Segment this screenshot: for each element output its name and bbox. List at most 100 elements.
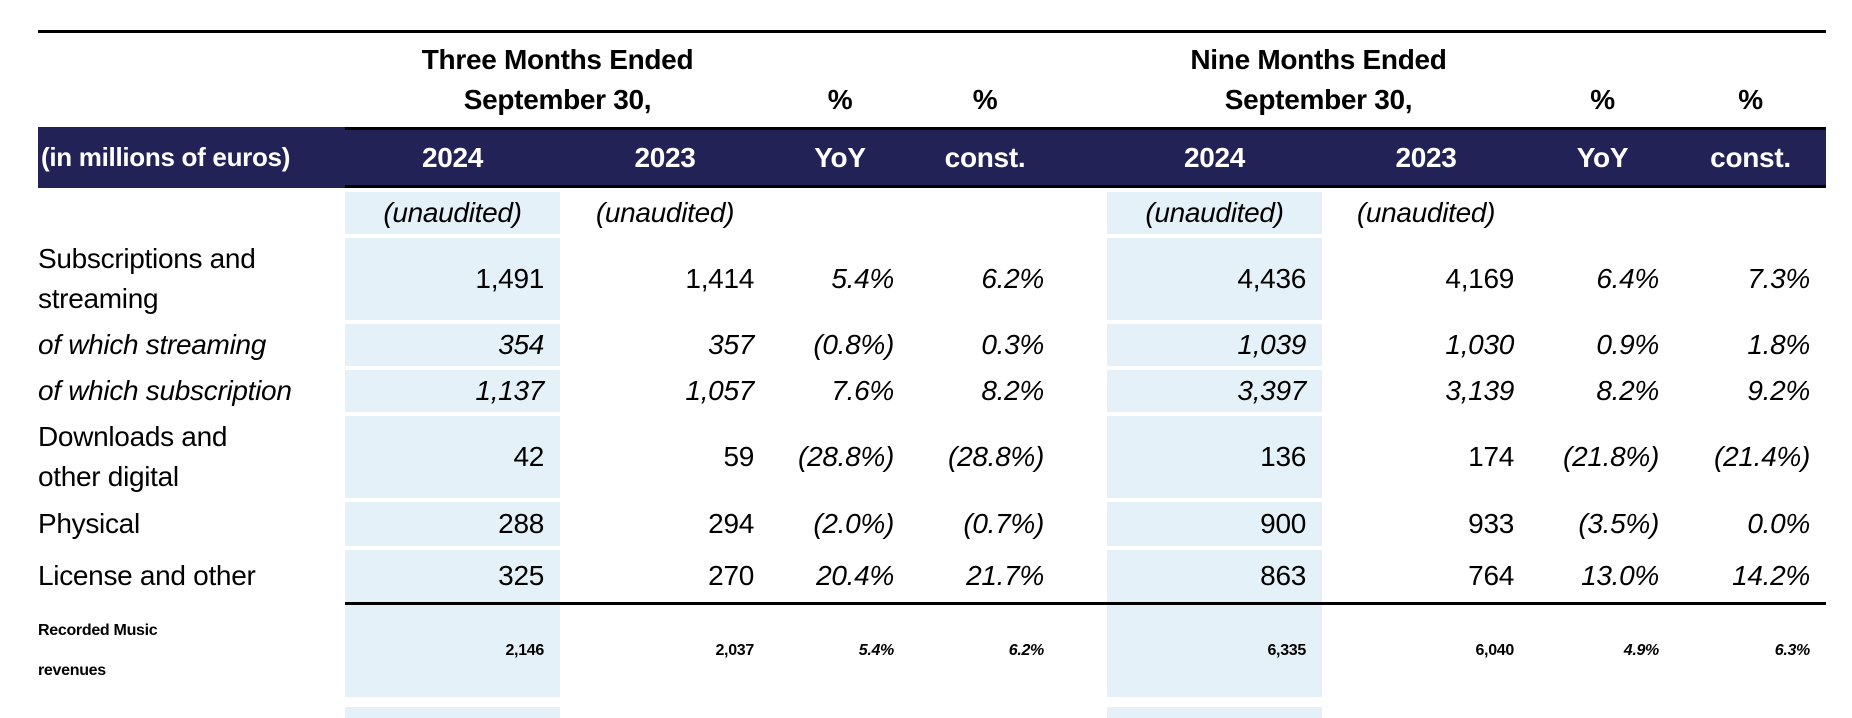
value-cell: 1.8% <box>1747 329 1810 360</box>
value-cell: 8.2% <box>981 375 1044 406</box>
value-cell: (28.8%) <box>798 441 894 472</box>
value-cell: 354 <box>345 324 560 366</box>
row-label <box>38 192 345 234</box>
value-cell: 6,335 <box>1107 605 1322 697</box>
empty-cell <box>1060 605 1107 697</box>
row-label: Physical <box>38 508 140 539</box>
value-cell: 764 <box>1468 560 1514 591</box>
column-header-2024-3m: 2024 <box>421 141 484 173</box>
row-label: Recorded Music revenues <box>38 605 345 697</box>
period-header-row: Three Months Ended September 30, % % Nin… <box>38 33 1826 127</box>
value-cell: 933 <box>1468 508 1514 539</box>
value-cell: 136 <box>1107 416 1322 498</box>
value-cell: 6.4% <box>1596 263 1659 294</box>
empty-cell <box>1060 192 1107 234</box>
value-cell: 4.9% <box>1623 642 1660 659</box>
empty-cell <box>910 707 1060 718</box>
empty-cell <box>560 707 770 718</box>
value-cell: 4,169 <box>1445 263 1514 294</box>
column-headers: 2024 2023 YoY const. 2024 2023 YoY const… <box>345 127 1826 188</box>
value-cell: 0.0% <box>1747 508 1810 539</box>
unaudited-row: (unaudited) (unaudited) (unaudited) (una… <box>38 192 1826 234</box>
row-label: License and other <box>38 560 256 591</box>
table-row-of-which-subscription: of which subscription 1,137 1,057 7.6% 8… <box>38 370 1826 412</box>
unaudited-2023-3m: (unaudited) <box>595 197 735 228</box>
three-months-line1: Three Months Ended <box>421 44 694 75</box>
column-header-2024-9m: 2024 <box>1183 141 1246 173</box>
empty-cell <box>1675 707 1826 718</box>
column-header-const-3m: const. <box>944 141 1026 173</box>
empty-cell <box>1060 502 1107 546</box>
value-cell: 174 <box>1468 441 1514 472</box>
value-cell: (21.4%) <box>1714 441 1810 472</box>
subtotal-rule <box>345 602 1826 605</box>
value-cell: (0.8%) <box>813 329 894 360</box>
value-cell: 20.4% <box>816 560 894 591</box>
nine-months-header: Nine Months Ended September 30, <box>1107 33 1530 127</box>
value-cell: 270 <box>708 560 754 591</box>
table-row-physical: Physical 288 294 (2.0%) (0.7%) 900 933 (… <box>38 502 1826 546</box>
value-cell: 2,037 <box>715 642 754 659</box>
value-cell: (28.8%) <box>948 441 1044 472</box>
bottom-highlight-strip <box>38 707 1826 718</box>
empty-cell <box>910 192 1060 234</box>
empty-cell <box>770 707 910 718</box>
value-cell: 294 <box>708 508 754 539</box>
empty-cell <box>1060 238 1107 320</box>
value-cell: 1,137 <box>345 370 560 412</box>
value-cell: 357 <box>708 329 754 360</box>
column-header-2023-3m: 2023 <box>634 141 696 173</box>
highlight-strip-9m <box>1107 707 1322 718</box>
value-cell: 21.7% <box>966 560 1044 591</box>
column-header-gap <box>1060 130 1107 185</box>
value-cell: 13.0% <box>1581 560 1659 591</box>
highlight-strip-3m <box>345 707 560 718</box>
nine-months-line2: September 30, <box>1224 84 1413 115</box>
value-cell: 8.2% <box>1596 375 1659 406</box>
value-cell: 1,414 <box>685 263 754 294</box>
row-label-line: other digital <box>38 461 179 492</box>
top-rule <box>38 30 1826 33</box>
percent-header-const-9m: % <box>1738 84 1763 115</box>
row-label: of which streaming <box>38 329 267 360</box>
table-row-license: License and other 325 270 20.4% 21.7% 86… <box>38 550 1826 602</box>
table-row-recorded-music-total: Recorded Music revenues 2,146 2,037 5.4% … <box>38 605 1826 697</box>
value-cell: 7.6% <box>831 375 894 406</box>
value-cell: 6.3% <box>1774 642 1811 659</box>
table-row-of-which-streaming: of which streaming 354 357 (0.8%) 0.3% 1… <box>38 324 1826 366</box>
column-header-const-9m: const. <box>1710 141 1791 173</box>
empty-cell <box>1060 707 1107 718</box>
revenues-table: Three Months Ended September 30, % % Nin… <box>38 30 1826 718</box>
unaudited-2024-3m: (unaudited) <box>345 192 560 234</box>
percent-header-yoy-9m: % <box>1590 84 1615 115</box>
value-cell: (3.5%) <box>1578 508 1659 539</box>
empty-cell <box>1060 370 1107 412</box>
value-cell: 6,040 <box>1475 642 1514 659</box>
value-cell: (0.7%) <box>963 508 1044 539</box>
empty-cell <box>1322 707 1530 718</box>
value-cell: 3,397 <box>1107 370 1322 412</box>
value-cell: (21.8%) <box>1563 441 1659 472</box>
unit-label: (in millions of euros) <box>38 127 345 188</box>
row-label-line: Downloads and <box>38 421 228 452</box>
value-cell: 6.2% <box>1008 642 1045 659</box>
value-cell: 1,057 <box>685 375 754 406</box>
empty-cell <box>770 192 910 234</box>
value-cell: 1,491 <box>345 238 560 320</box>
row-label: Downloads and other digital <box>38 416 345 498</box>
value-cell: 1,030 <box>1445 329 1514 360</box>
value-cell: (2.0%) <box>813 508 894 539</box>
value-cell: 863 <box>1107 550 1322 602</box>
unaudited-2023-9m: (unaudited) <box>1356 197 1496 228</box>
group-gap <box>1060 33 1107 127</box>
value-cell: 2,146 <box>345 605 560 697</box>
value-cell: 42 <box>345 416 560 498</box>
value-cell: 325 <box>345 550 560 602</box>
percent-header-yoy-3m: % <box>827 84 853 115</box>
row-label-line: Recorded Music <box>38 622 158 639</box>
value-cell: 4,436 <box>1107 238 1322 320</box>
value-cell: 59 <box>723 441 754 472</box>
percent-header-const-3m: % <box>972 84 998 115</box>
value-cell: 900 <box>1107 502 1322 546</box>
